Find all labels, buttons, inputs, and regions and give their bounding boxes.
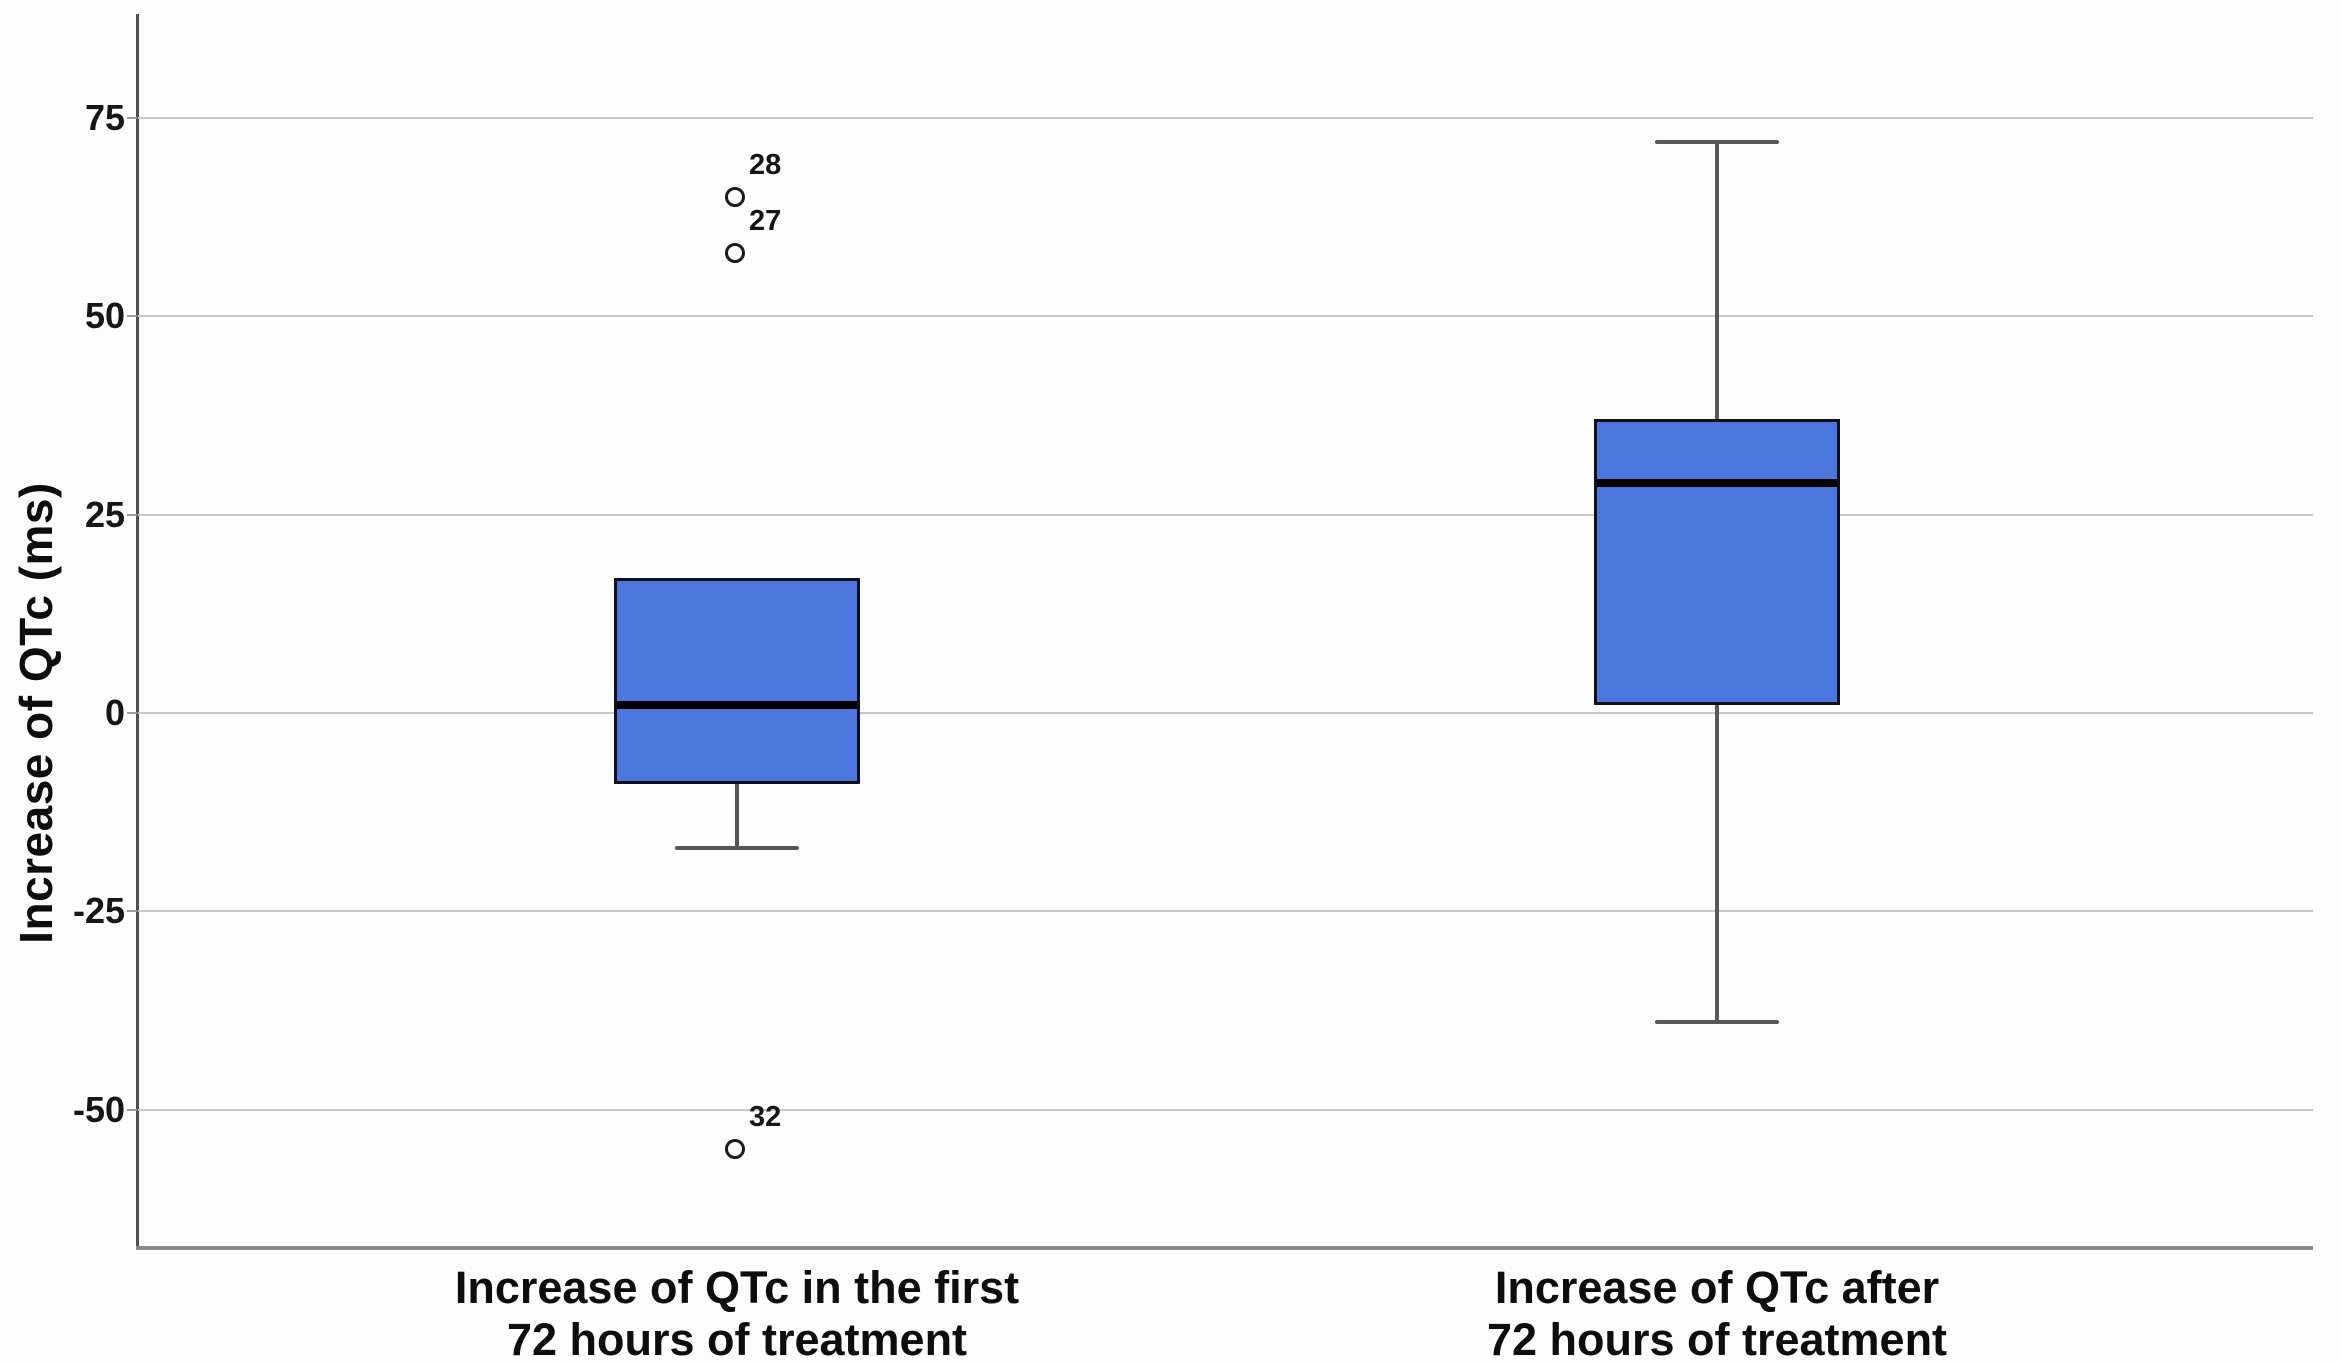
y-tick-label--25: -25 bbox=[72, 890, 125, 932]
y-tick-label-50: 50 bbox=[84, 295, 125, 337]
y-tick-50 bbox=[127, 315, 137, 318]
x-category-label-first-72h-line1: Increase of QTc in the first bbox=[454, 1262, 1020, 1313]
gridline--25 bbox=[138, 910, 2313, 913]
box-first-72h bbox=[614, 578, 860, 785]
median-line-first-72h bbox=[617, 701, 857, 710]
outlier-point-28 bbox=[725, 187, 745, 208]
x-category-label-after-72h-line1: Increase of QTc after bbox=[1494, 1262, 1940, 1313]
y-tick-75 bbox=[127, 117, 137, 119]
outlier-point-32 bbox=[725, 1139, 745, 1160]
y-tick-label-75: 75 bbox=[84, 97, 125, 138]
gridline-50 bbox=[138, 315, 2313, 318]
x-category-label-first-72h-line2: 72 hours of treatment bbox=[506, 1314, 968, 1363]
lower-whisker-stem-first-72h bbox=[735, 784, 739, 848]
lower-whisker-stem-after-72h bbox=[1715, 705, 1719, 1023]
x-axis-line bbox=[136, 1246, 2313, 1250]
y-tick-label-0: 0 bbox=[104, 692, 125, 733]
gridline-75 bbox=[138, 117, 2313, 119]
y-tick--25 bbox=[127, 910, 137, 913]
x-category-label-after-72h: Increase of QTc after 72 hours of treatme… bbox=[1337, 1262, 2097, 1363]
y-axis-line bbox=[136, 14, 139, 1248]
upper-whisker-stem-after-72h bbox=[1715, 141, 1719, 420]
y-tick--50 bbox=[127, 1108, 137, 1111]
y-tick-0 bbox=[127, 712, 137, 714]
outlier-label-32: 32 bbox=[749, 1101, 782, 1134]
upper-whisker-cap-after-72h bbox=[1655, 139, 1779, 144]
x-category-label-after-72h-line2: 72 hours of treatment bbox=[1486, 1314, 1948, 1363]
box-after-72h bbox=[1594, 419, 1840, 706]
lower-whisker-cap-first-72h bbox=[675, 845, 799, 850]
y-tick-25 bbox=[127, 513, 137, 516]
x-category-label-first-72h: Increase of QTc in the first 72 hours of … bbox=[357, 1262, 1117, 1363]
median-line-after-72h bbox=[1597, 478, 1837, 487]
y-tick-label-25: 25 bbox=[84, 493, 125, 535]
y-tick-label--50: -50 bbox=[72, 1088, 125, 1130]
gridline-0 bbox=[138, 712, 2313, 714]
outlier-point-27 bbox=[725, 242, 745, 263]
outlier-label-28: 28 bbox=[749, 149, 782, 182]
gridline-25 bbox=[138, 513, 2313, 516]
lower-whisker-cap-after-72h bbox=[1655, 1020, 1779, 1025]
outlier-label-27: 27 bbox=[749, 204, 782, 237]
gridline--50 bbox=[138, 1108, 2313, 1111]
